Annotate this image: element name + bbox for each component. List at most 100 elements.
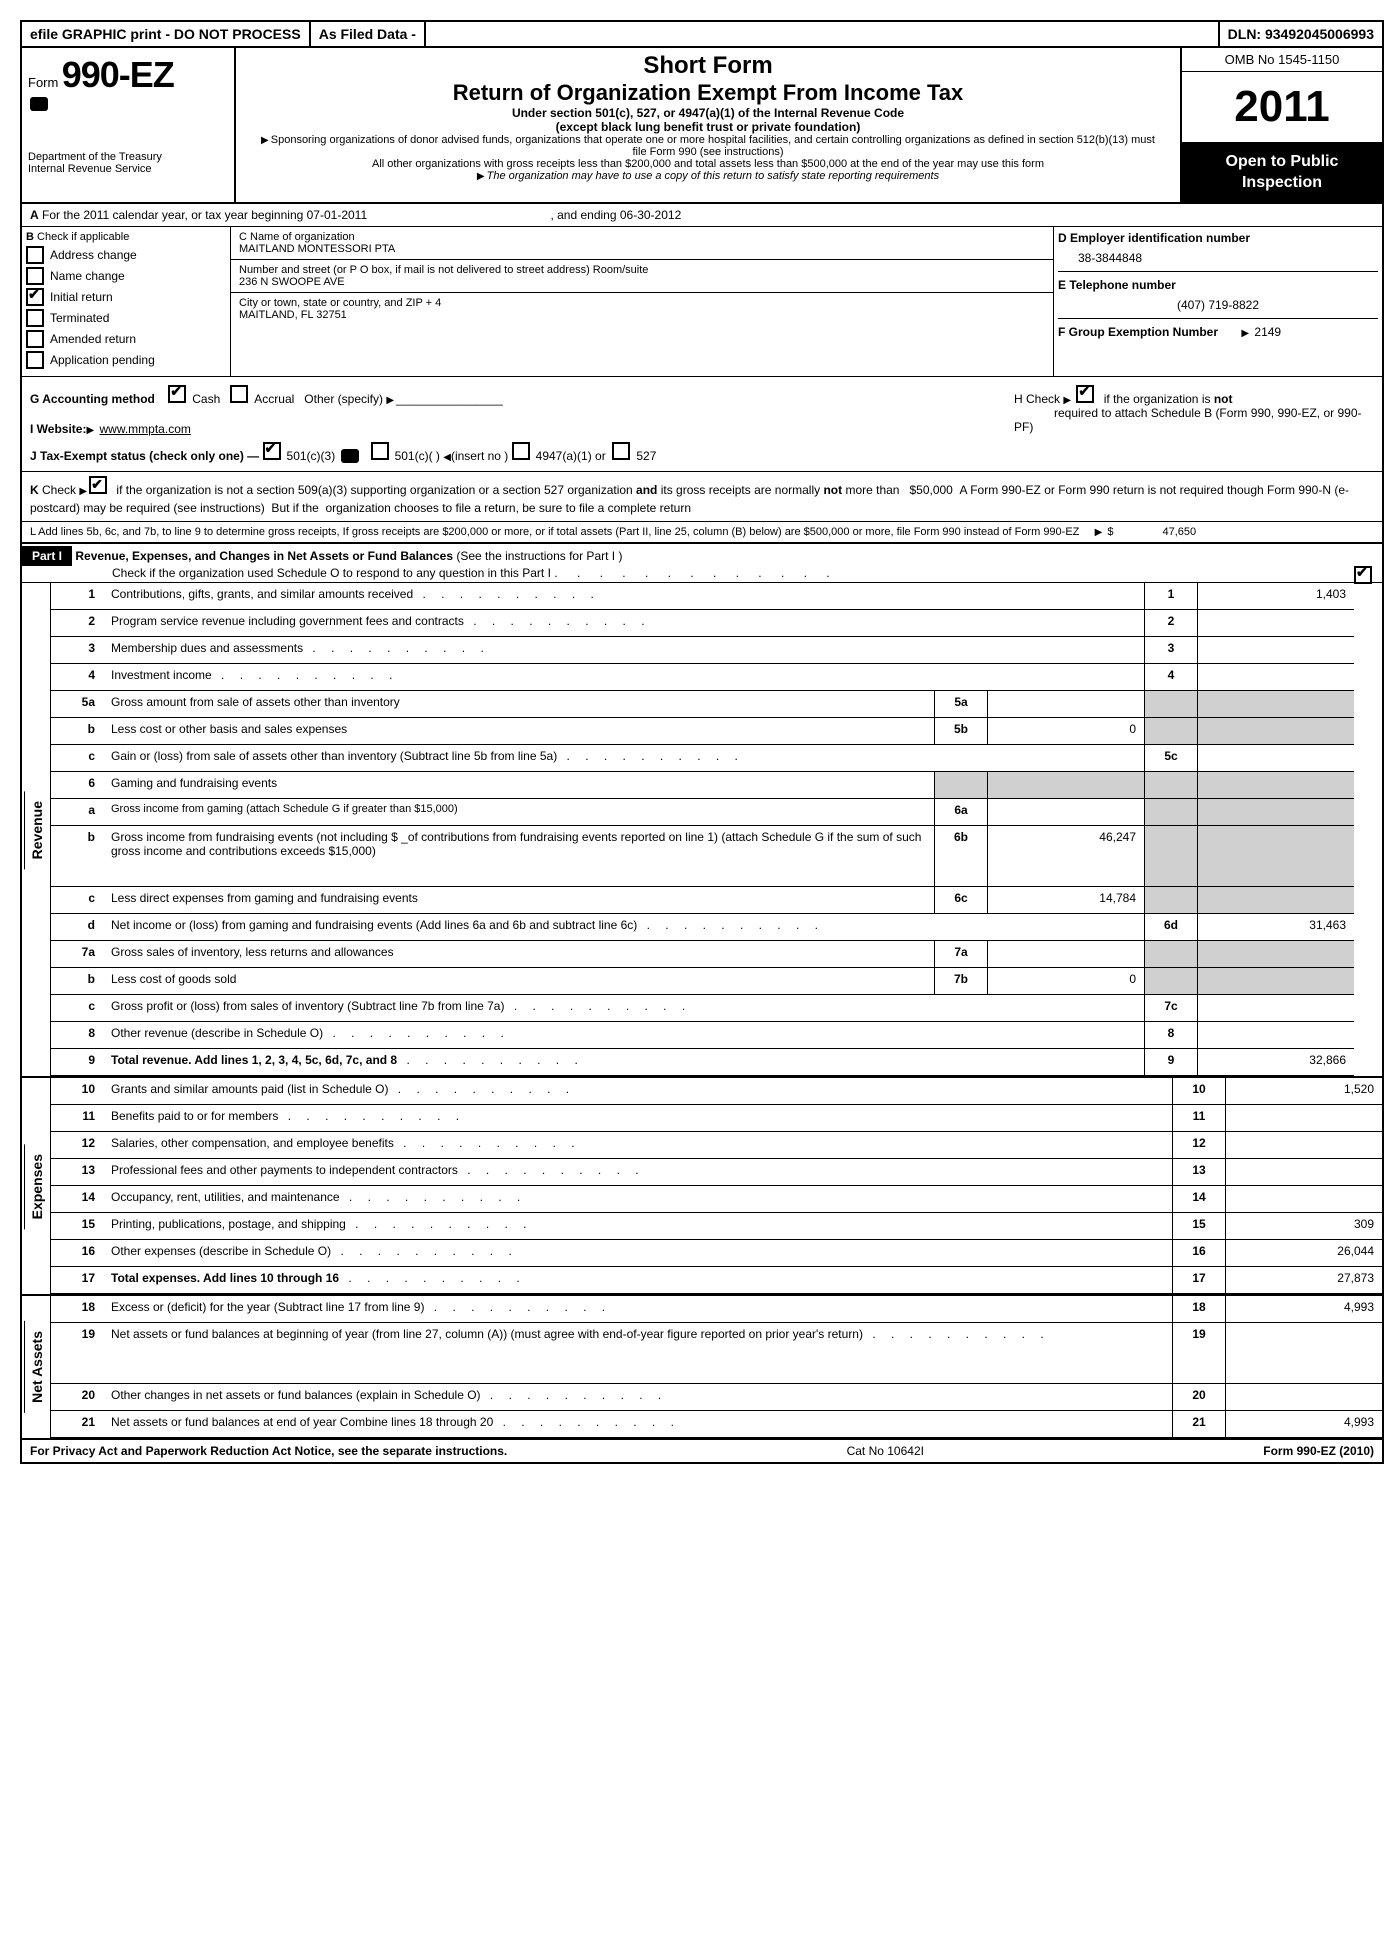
expenses-section: Expenses 10Grants and similar amounts pa… (22, 1076, 1382, 1294)
h-checkbox[interactable] (1076, 385, 1094, 403)
527-checkbox[interactable] (612, 442, 630, 460)
501c-checkbox[interactable] (371, 442, 389, 460)
ein-label: D Employer identification number (1058, 231, 1250, 245)
part1-label: Part I (22, 546, 72, 566)
privacy-notice: For Privacy Act and Paperwork Reduction … (30, 1444, 507, 1458)
form-ref: Form 990-EZ (2010) (1263, 1444, 1374, 1458)
top-bar: efile GRAPHIC print - DO NOT PROCESS As … (22, 22, 1382, 48)
line-c: cLess direct expenses from gaming and fu… (51, 887, 1354, 914)
gross-receipts: 47,650 (1162, 526, 1196, 538)
part1-header: Part I Revenue, Expenses, and Changes in… (22, 544, 1382, 583)
form-number: 990-EZ (62, 54, 174, 95)
k-checkbox[interactable] (89, 476, 107, 494)
line-17: 17Total expenses. Add lines 10 through 1… (51, 1267, 1382, 1294)
irs-logo-icon (30, 97, 48, 111)
line-5a: 5aGross amount from sale of assets other… (51, 691, 1354, 718)
section-bcd: B Check if applicable Address changeName… (22, 227, 1382, 377)
row-k: K Check if the organization is not a sec… (22, 472, 1382, 522)
header-note-3: The organization may have to use a copy … (487, 170, 939, 182)
revenue-section: Revenue 1Contributions, gifts, grants, a… (22, 583, 1354, 1076)
group-number: 2149 (1254, 325, 1281, 339)
addr-label: Number and street (or P O box, if mail i… (239, 264, 1045, 276)
schedule-o-checkbox[interactable] (1354, 566, 1372, 584)
form-990ez: efile GRAPHIC print - DO NOT PROCESS As … (20, 20, 1384, 1464)
form-footer: For Privacy Act and Paperwork Reduction … (22, 1438, 1382, 1462)
dept-treasury: Department of the Treasury (28, 151, 228, 163)
omb-number: OMB No 1545-1150 (1182, 48, 1382, 72)
line-13: 13Professional fees and other payments t… (51, 1159, 1382, 1186)
tax-exempt-label: J Tax-Exempt status (check only one) — (30, 449, 259, 463)
line-14: 14Occupancy, rent, utilities, and mainte… (51, 1186, 1382, 1213)
dept-irs: Internal Revenue Service (28, 163, 228, 175)
line-d: dNet income or (loss) from gaming and fu… (51, 914, 1354, 941)
line-10: 10Grants and similar amounts paid (list … (51, 1078, 1382, 1105)
line-18: 18Excess or (deficit) for the year (Subt… (51, 1296, 1382, 1323)
city-state-zip: MAITLAND, FL 32751 (239, 309, 1045, 321)
ein-value: 38-3844848 (1078, 251, 1378, 265)
checkbox-initial-return[interactable]: Initial return (26, 288, 226, 306)
group-label: F Group Exemption Number (1058, 325, 1218, 339)
line-7a: 7aGross sales of inventory, less returns… (51, 941, 1354, 968)
line-9: 9Total revenue. Add lines 1, 2, 3, 4, 5c… (51, 1049, 1354, 1076)
line-11: 11Benefits paid to or for members . . . … (51, 1105, 1382, 1132)
header-note-1: Sponsoring organizations of donor advise… (271, 134, 1155, 158)
line-2: 2Program service revenue including gover… (51, 610, 1354, 637)
schedule-o-check-text: Check if the organization used Schedule … (112, 566, 551, 580)
line-b: bLess cost or other basis and sales expe… (51, 718, 1354, 745)
line-4: 4Investment income . . . . . . . . . .4 (51, 664, 1354, 691)
tax-year: 2011 (1182, 72, 1382, 144)
revenue-label: Revenue (24, 791, 49, 869)
row-l: L Add lines 5b, 6c, and 7b, to line 9 to… (22, 522, 1382, 544)
line-3: 3Membership dues and assessments . . . .… (51, 637, 1354, 664)
efile-notice: efile GRAPHIC print - DO NOT PROCESS (22, 22, 311, 46)
return-title: Return of Organization Exempt From Incom… (256, 80, 1160, 106)
part1-title: Revenue, Expenses, and Changes in Net As… (75, 549, 453, 563)
h-note: required to attach Schedule B (Form 990,… (1014, 406, 1362, 434)
line-1: 1Contributions, gifts, grants, and simil… (51, 583, 1354, 610)
website-url[interactable]: www.mmpta.com (100, 422, 191, 436)
line-a: A For the 2011 calendar year, or tax yea… (22, 204, 1382, 227)
line-19: 19Net assets or fund balances at beginni… (51, 1323, 1382, 1384)
expenses-label: Expenses (24, 1144, 49, 1229)
line-b: bGross income from fundraising events (n… (51, 826, 1354, 887)
street-address: 236 N SWOOPE AVE (239, 276, 1045, 288)
line-b: bLess cost of goods sold7b0 (51, 968, 1354, 995)
org-name: MAITLAND MONTESSORI PTA (239, 243, 1045, 255)
line-16: 16Other expenses (describe in Schedule O… (51, 1240, 1382, 1267)
netassets-section: Net Assets 18Excess or (deficit) for the… (22, 1294, 1382, 1438)
website-label: I Website: (30, 422, 86, 436)
line-15: 15Printing, publications, postage, and s… (51, 1213, 1382, 1240)
checkbox-amended-return[interactable]: Amended return (26, 330, 226, 348)
form-prefix: Form (28, 75, 58, 90)
city-label: City or town, state or country, and ZIP … (239, 297, 1045, 309)
checkbox-name-change[interactable]: Name change (26, 267, 226, 285)
line-a: aGross income from gaming (attach Schedu… (51, 799, 1354, 826)
line-8: 8Other revenue (describe in Schedule O) … (51, 1022, 1354, 1049)
cat-number: Cat No 10642I (847, 1444, 924, 1458)
tel-label: E Telephone number (1058, 278, 1176, 292)
short-form-label: Short Form (256, 52, 1160, 80)
col-c: C Name of organization MAITLAND MONTESSO… (231, 227, 1054, 376)
checkbox-terminated[interactable]: Terminated (26, 309, 226, 327)
header-note-2: All other organizations with gross recei… (256, 158, 1160, 170)
cash-checkbox[interactable] (168, 385, 186, 403)
501c3-checkbox[interactable] (263, 442, 281, 460)
attachment-icon (341, 449, 359, 463)
line-6: 6Gaming and fundraising events (51, 772, 1354, 799)
form-header: Form 990-EZ Department of the Treasury I… (22, 48, 1382, 204)
line-20: 20Other changes in net assets or fund ba… (51, 1384, 1382, 1411)
line-12: 12Salaries, other compensation, and empl… (51, 1132, 1382, 1159)
4947-checkbox[interactable] (512, 442, 530, 460)
row-g-h: G Accounting method Cash Accrual Other (… (22, 377, 1382, 473)
accrual-checkbox[interactable] (230, 385, 248, 403)
as-filed: As Filed Data - (311, 22, 426, 46)
col-b: B Check if applicable Address changeName… (22, 227, 231, 376)
line-c: cGross profit or (loss) from sales of in… (51, 995, 1354, 1022)
open-to-public: Open to Public Inspection (1182, 144, 1382, 202)
line-21: 21Net assets or fund balances at end of … (51, 1411, 1382, 1438)
telephone: (407) 719-8822 (1058, 298, 1378, 312)
dln: DLN: 93492045006993 (1220, 22, 1382, 46)
checkbox-address-change[interactable]: Address change (26, 246, 226, 264)
netassets-label: Net Assets (24, 1321, 49, 1413)
checkbox-application-pending[interactable]: Application pending (26, 351, 226, 369)
